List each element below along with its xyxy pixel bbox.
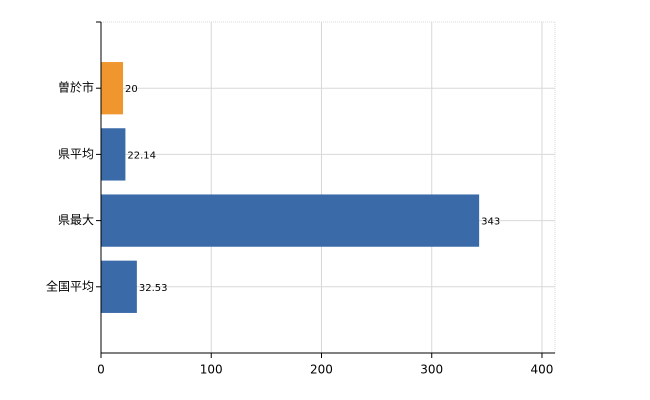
bar xyxy=(101,128,126,181)
x-tick-label: 300 xyxy=(420,363,443,377)
data-label: 22.14 xyxy=(127,150,156,161)
y-tick-label: 全国平均 xyxy=(46,278,94,293)
bar xyxy=(101,194,480,247)
bar xyxy=(101,62,124,115)
y-tick-label: 県平均 xyxy=(58,147,94,161)
x-tick-label: 400 xyxy=(531,363,554,377)
data-label: 32.53 xyxy=(139,283,168,294)
x-tick-label: 200 xyxy=(310,363,333,377)
data-label: 343 xyxy=(481,217,500,228)
bar xyxy=(101,260,137,313)
x-tick-label: 100 xyxy=(200,363,223,377)
x-tick-label: 0 xyxy=(97,363,105,377)
data-label: 20 xyxy=(125,84,138,95)
y-tick-label: 曽於市 xyxy=(58,80,94,95)
y-tick-label: 県最大 xyxy=(58,213,94,227)
